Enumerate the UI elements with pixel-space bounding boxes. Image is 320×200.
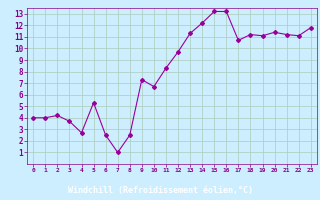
Text: Windchill (Refroidissement éolien,°C): Windchill (Refroidissement éolien,°C) xyxy=(68,186,252,195)
